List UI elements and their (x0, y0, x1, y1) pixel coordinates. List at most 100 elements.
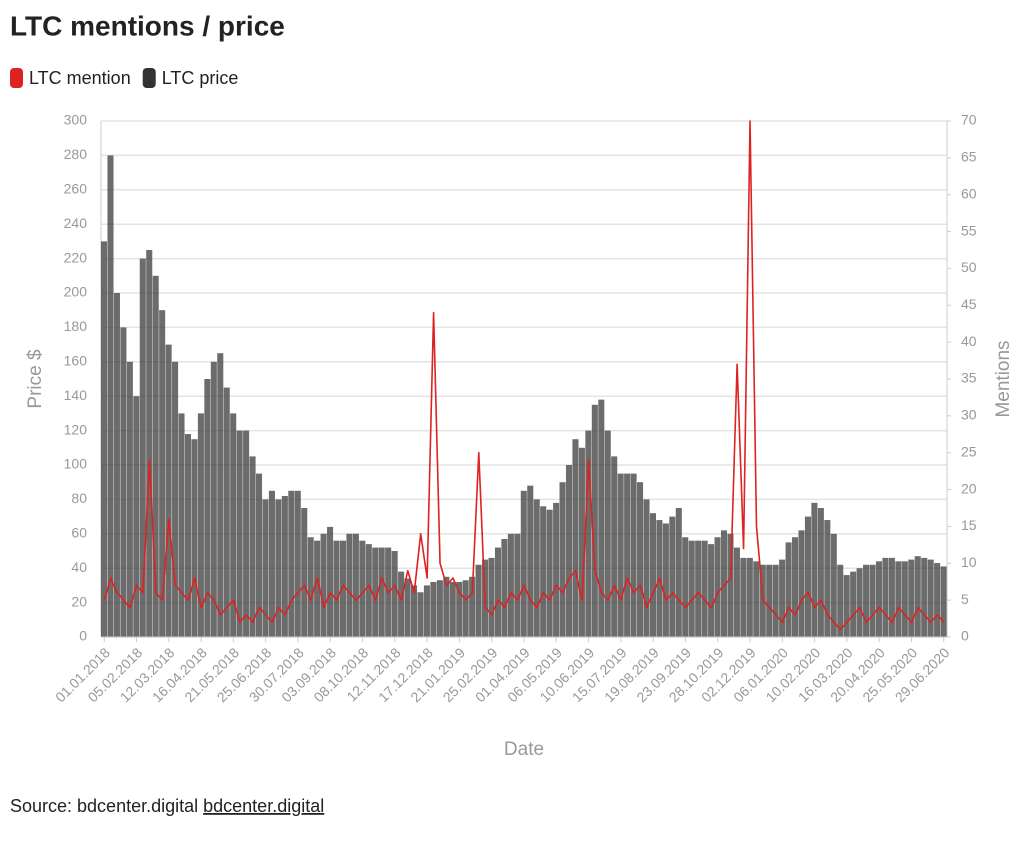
bar (320, 533, 327, 637)
y2-tick-label: 20 (961, 480, 977, 496)
bar (675, 508, 682, 637)
y-tick-label: 80 (71, 490, 87, 506)
bar (624, 473, 631, 637)
bar (662, 523, 669, 637)
legend-swatch (142, 68, 156, 88)
bar (533, 499, 540, 637)
bar (372, 547, 379, 637)
bar (727, 533, 734, 637)
y2-axis-title: Mentions (993, 340, 1014, 417)
bar (520, 490, 527, 637)
bar (753, 561, 760, 637)
source-link[interactable]: bdcenter.digital (203, 796, 324, 816)
bar (682, 537, 689, 637)
bar (146, 250, 153, 637)
bar (191, 439, 198, 637)
y-tick-label: 40 (71, 559, 87, 575)
bar (914, 556, 921, 637)
y-tick-label: 220 (64, 249, 88, 265)
bar (333, 540, 340, 637)
legend-label[interactable]: LTC mention (29, 68, 131, 88)
bar (101, 241, 108, 637)
y-tick-label: 200 (64, 284, 88, 300)
bar (875, 561, 883, 637)
bar (197, 413, 204, 637)
bar (630, 473, 637, 637)
bar (927, 559, 934, 637)
bar (398, 571, 405, 637)
y-axis-title: Price $ (25, 349, 46, 409)
bar (378, 547, 385, 637)
bar (172, 361, 179, 637)
y-tick-label: 20 (71, 593, 87, 609)
bar (120, 327, 127, 637)
y2-tick-label: 10 (961, 554, 977, 570)
y2-tick-label: 70 (961, 112, 977, 128)
bar (133, 396, 140, 637)
y2-tick-label: 65 (961, 149, 977, 165)
chart-title: LTC mentions / price (10, 10, 285, 41)
bar (339, 540, 347, 637)
bar (611, 456, 618, 637)
bar (553, 502, 560, 637)
y2-tick-label: 25 (961, 443, 977, 459)
bar (494, 547, 501, 637)
y2-tick-label: 35 (961, 370, 977, 386)
bar (843, 575, 850, 637)
bar (572, 439, 579, 637)
bar (934, 563, 941, 637)
y2-tick-label: 55 (961, 222, 977, 238)
bar (423, 585, 430, 637)
legend-label[interactable]: LTC price (162, 68, 239, 88)
bar (327, 526, 334, 637)
bar (268, 490, 275, 637)
bar (443, 576, 450, 637)
bar (352, 533, 359, 637)
bar (720, 530, 728, 637)
bar (701, 540, 708, 637)
y-tick-label: 240 (64, 215, 88, 231)
bar (159, 310, 166, 637)
bar (540, 506, 547, 637)
y2-tick-label: 15 (961, 517, 977, 533)
bar (591, 404, 598, 637)
bar (688, 540, 695, 637)
bar (314, 540, 321, 637)
y2-tick-label: 40 (961, 333, 977, 349)
y-tick-label: 280 (64, 146, 88, 162)
bar (230, 413, 237, 637)
bar (888, 557, 895, 637)
y2-tick-label: 5 (961, 591, 969, 607)
bar (430, 581, 437, 637)
bar (436, 580, 443, 637)
bar (139, 258, 146, 637)
bar (113, 293, 120, 637)
y-tick-label: 260 (64, 181, 88, 197)
bar (249, 456, 256, 637)
bar (804, 516, 811, 637)
bar (210, 361, 217, 637)
bar (514, 533, 521, 637)
bar (255, 473, 263, 637)
bar (236, 430, 243, 637)
legend-swatch (10, 68, 23, 88)
bar (598, 399, 605, 637)
y-tick-label: 160 (64, 353, 88, 369)
bar (882, 557, 889, 637)
bar (165, 344, 172, 637)
bar (746, 557, 753, 637)
bar (779, 559, 786, 637)
bar (714, 537, 721, 637)
price-bars (101, 155, 947, 637)
bar (507, 533, 514, 637)
y-tick-label: 120 (64, 421, 88, 437)
y-tick-label: 140 (64, 387, 88, 403)
bar (243, 430, 250, 637)
bar (850, 571, 857, 637)
bar (223, 387, 230, 637)
bar (695, 540, 702, 637)
bar (546, 509, 553, 637)
bar (126, 361, 133, 637)
bar (307, 537, 314, 637)
